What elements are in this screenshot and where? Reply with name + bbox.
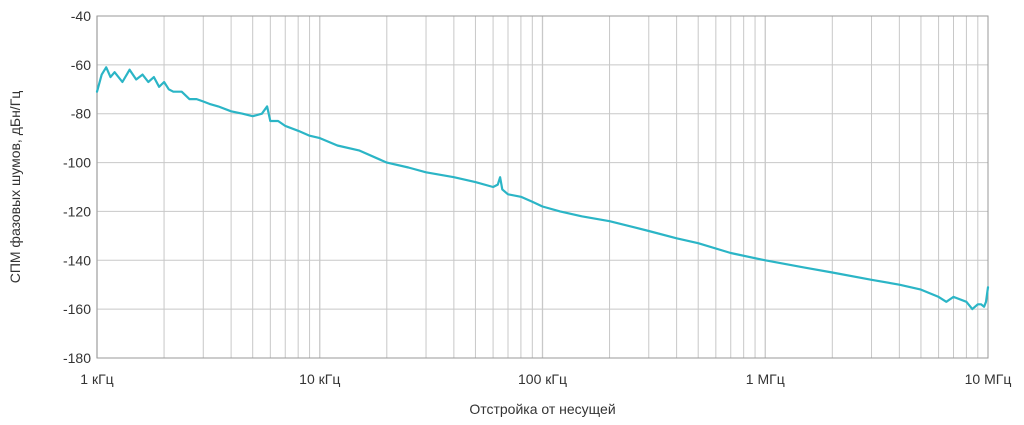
x-axis-ticks: 1 кГц 10 кГц 100 кГц 1 МГц 10 МГц [80, 371, 1011, 387]
x-axis-label: Отстройка от несущей [469, 401, 615, 417]
y-axis-ticks: -40 -60 -80 -100 -120 -140 -160 -180 [63, 8, 91, 366]
y-tick-label: -140 [63, 252, 91, 268]
grid [96, 15, 988, 359]
y-tick-label: -80 [71, 106, 91, 122]
y-tick-label: -40 [71, 8, 91, 24]
x-tick-label: 1 МГц [746, 371, 785, 387]
x-tick-label: 10 кГц [299, 371, 340, 387]
x-tick-label: 100 кГц [518, 371, 567, 387]
x-tick-label: 10 МГц [965, 371, 1012, 387]
y-tick-label: -180 [63, 350, 91, 366]
y-tick-label: -120 [63, 203, 91, 219]
x-tick-label: 1 кГц [80, 371, 113, 387]
y-tick-label: -160 [63, 301, 91, 317]
plot-frame [96, 15, 989, 359]
y-tick-label: -60 [71, 57, 91, 73]
y-axis-label: СПМ фазовых шумов, дБн/Гц [7, 91, 23, 284]
y-tick-label: -100 [63, 155, 91, 171]
series-line [95, 66, 990, 311]
